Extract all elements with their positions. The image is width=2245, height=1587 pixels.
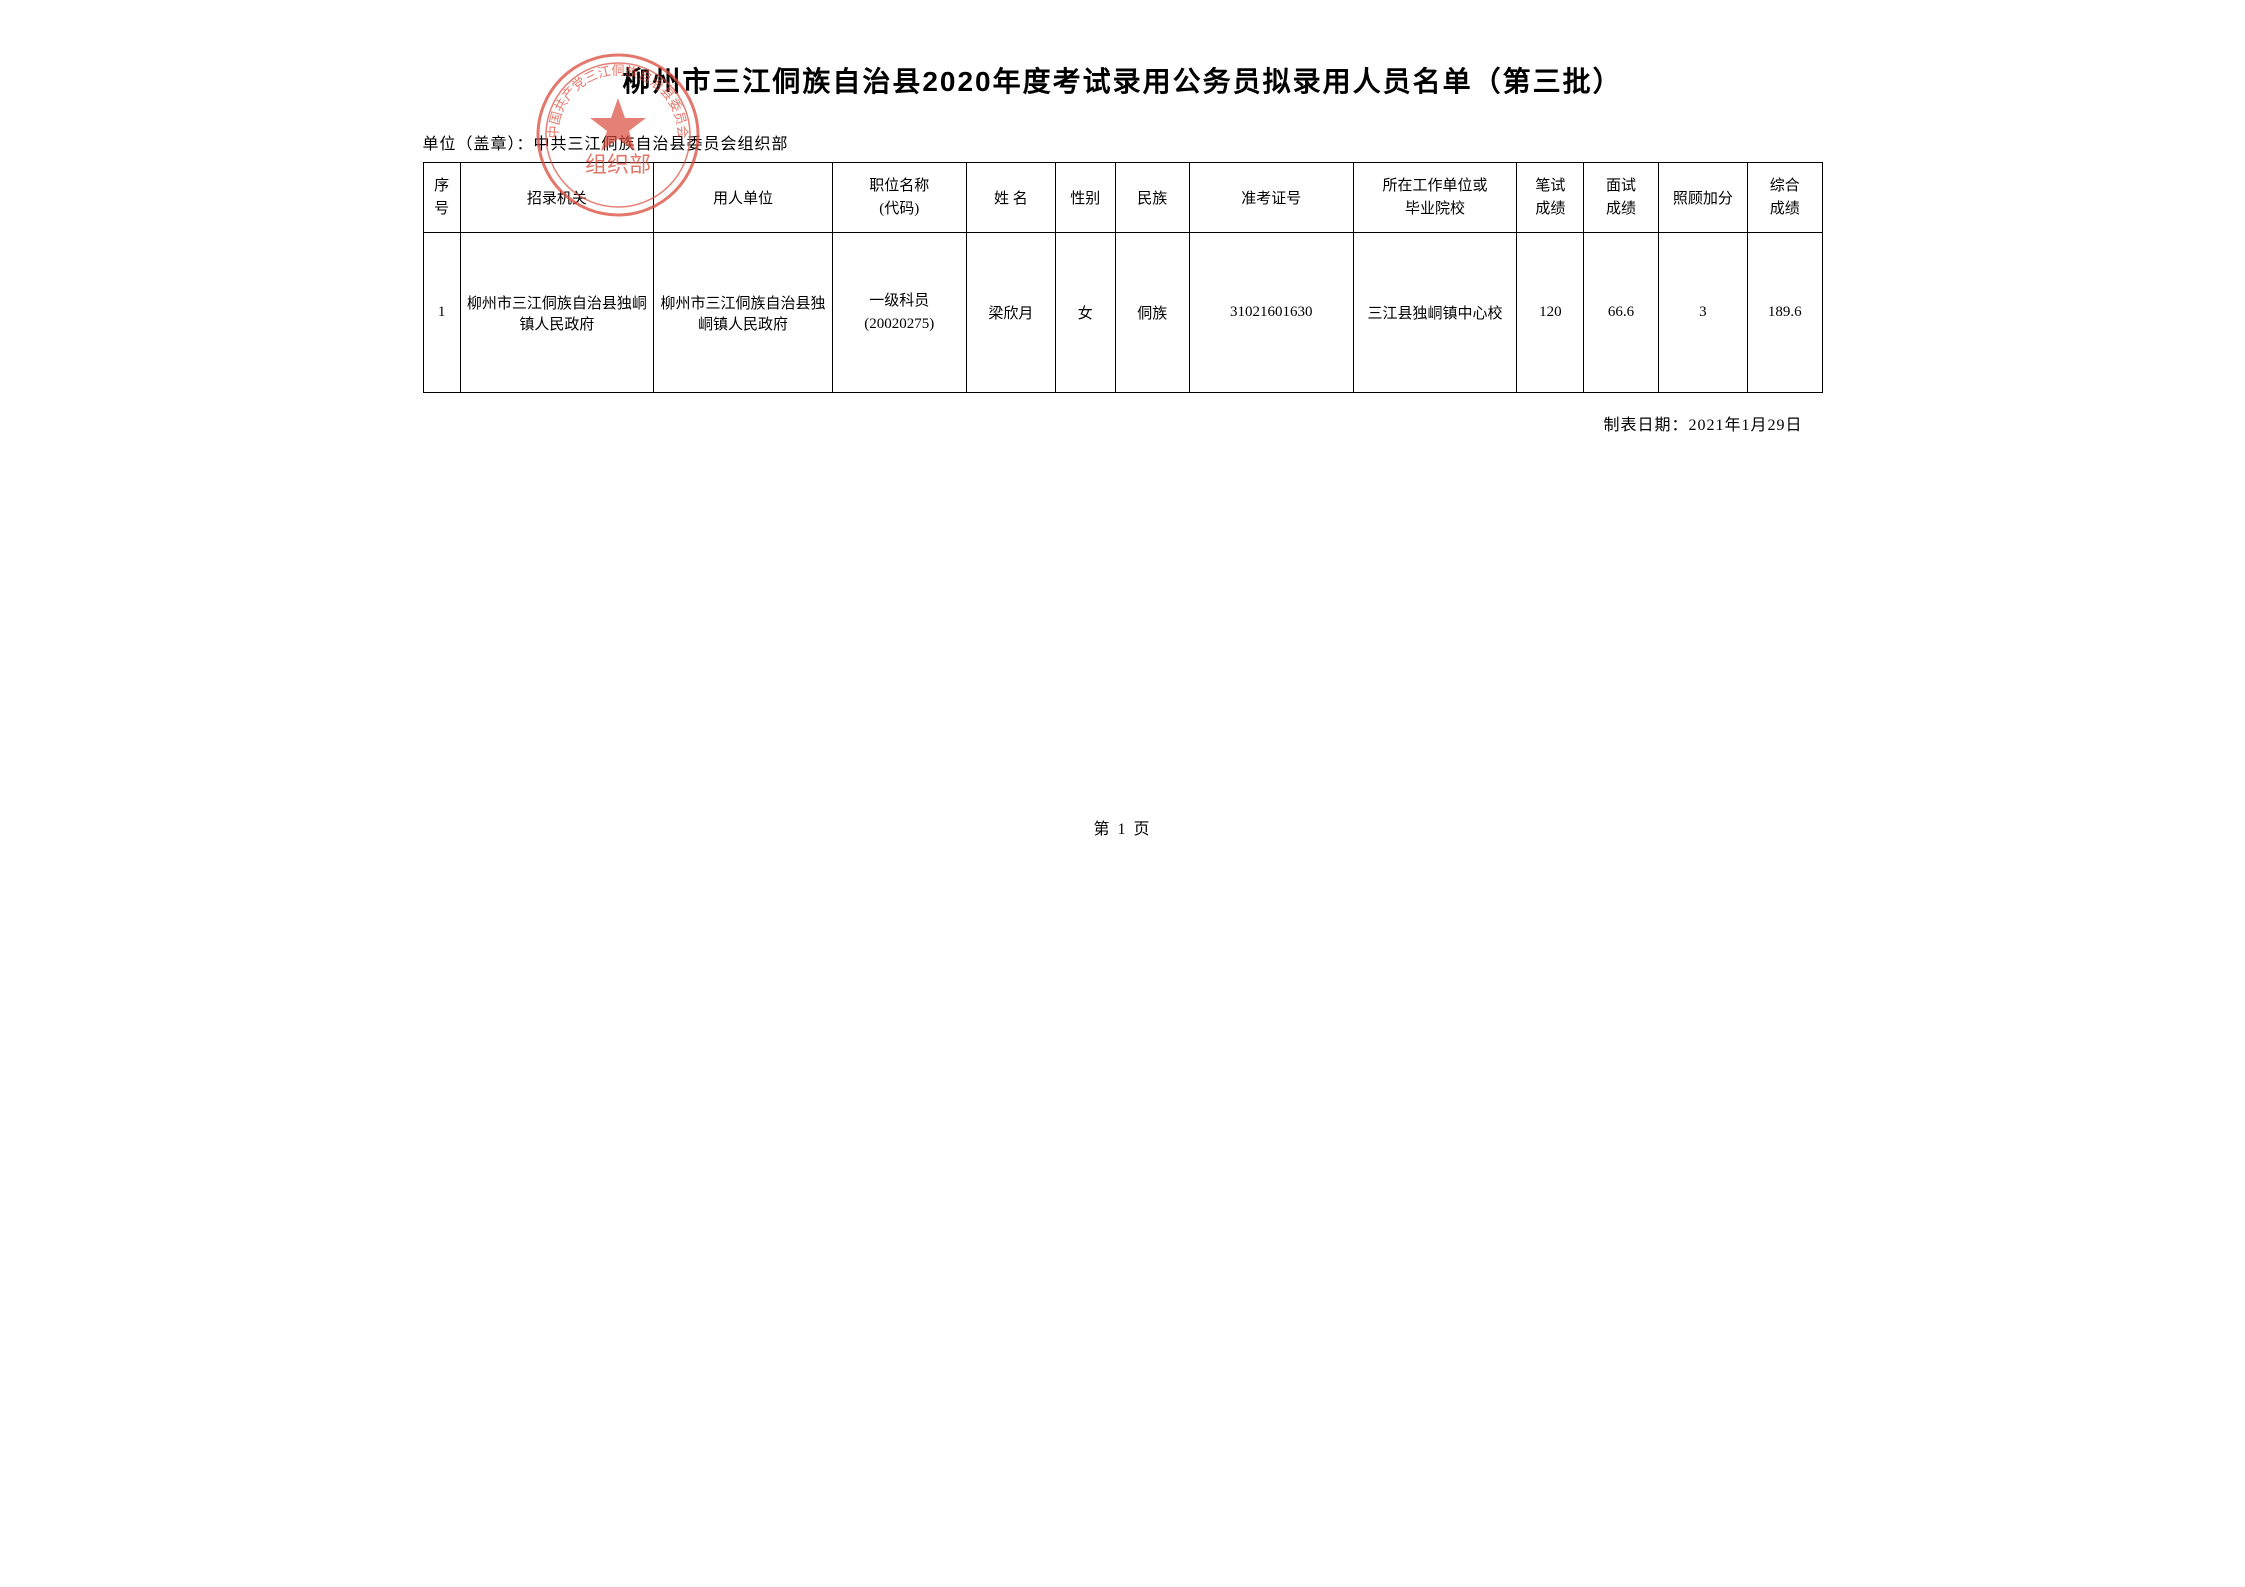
table-header-row: 序 号 招录机关 用人单位 职位名称 (代码) 姓 名 性别 民族 准考证号 所…: [423, 163, 1822, 233]
document-page: 中国共产党三江侗族自治县委员会 组织部 柳州市三江侗族自治县2020年度考试录用…: [423, 60, 1823, 839]
page-number: 第 1 页: [423, 815, 1823, 839]
col-header-ethnic: 民族: [1115, 163, 1189, 233]
col-header-written: 笔试 成绩: [1517, 163, 1584, 233]
footer-date-label: 制表日期：: [1603, 417, 1688, 434]
issuer-label: 单位（盖章）：: [423, 136, 534, 153]
cell-position: 一级科员 (20020275): [832, 233, 966, 393]
cell-employer: 柳州市三江侗族自治县独峒镇人民政府: [654, 233, 833, 393]
cell-interview: 66.6: [1584, 233, 1658, 393]
candidates-table: 序 号 招录机关 用人单位 职位名称 (代码) 姓 名 性别 民族 准考证号 所…: [423, 162, 1823, 393]
issuer-value: 中共三江侗族自治县委员会组织部: [534, 136, 789, 153]
cell-seq: 1: [423, 233, 460, 393]
col-header-seq: 序 号: [423, 163, 460, 233]
col-header-employer: 用人单位: [654, 163, 833, 233]
col-header-work-unit: 所在工作单位或 毕业院校: [1353, 163, 1517, 233]
footer-date: 制表日期：2021年1月29日: [423, 411, 1823, 435]
col-header-total: 综合 成绩: [1748, 163, 1822, 233]
cell-total: 189.6: [1748, 233, 1822, 393]
cell-exam-no: 31021601630: [1189, 233, 1353, 393]
col-header-gender: 性别: [1056, 163, 1116, 233]
document-title: 柳州市三江侗族自治县2020年度考试录用公务员拟录用人员名单（第三批）: [423, 60, 1823, 100]
cell-bonus: 3: [1658, 233, 1747, 393]
table-row: 1 柳州市三江侗族自治县独峒镇人民政府 柳州市三江侗族自治县独峒镇人民政府 一级…: [423, 233, 1822, 393]
cell-gender: 女: [1056, 233, 1116, 393]
cell-agency: 柳州市三江侗族自治县独峒镇人民政府: [460, 233, 653, 393]
cell-work-unit: 三江县独峒镇中心校: [1353, 233, 1517, 393]
col-header-interview: 面试 成绩: [1584, 163, 1658, 233]
cell-written: 120: [1517, 233, 1584, 393]
cell-ethnic: 侗族: [1115, 233, 1189, 393]
col-header-name: 姓 名: [966, 163, 1055, 233]
col-header-bonus: 照顾加分: [1658, 163, 1747, 233]
issuer-line: 单位（盖章）：中共三江侗族自治县委员会组织部: [423, 130, 1823, 154]
col-header-position: 职位名称 (代码): [832, 163, 966, 233]
col-header-exam-no: 准考证号: [1189, 163, 1353, 233]
cell-name: 梁欣月: [966, 233, 1055, 393]
col-header-agency: 招录机关: [460, 163, 653, 233]
footer-date-value: 2021年1月29日: [1688, 417, 1802, 434]
